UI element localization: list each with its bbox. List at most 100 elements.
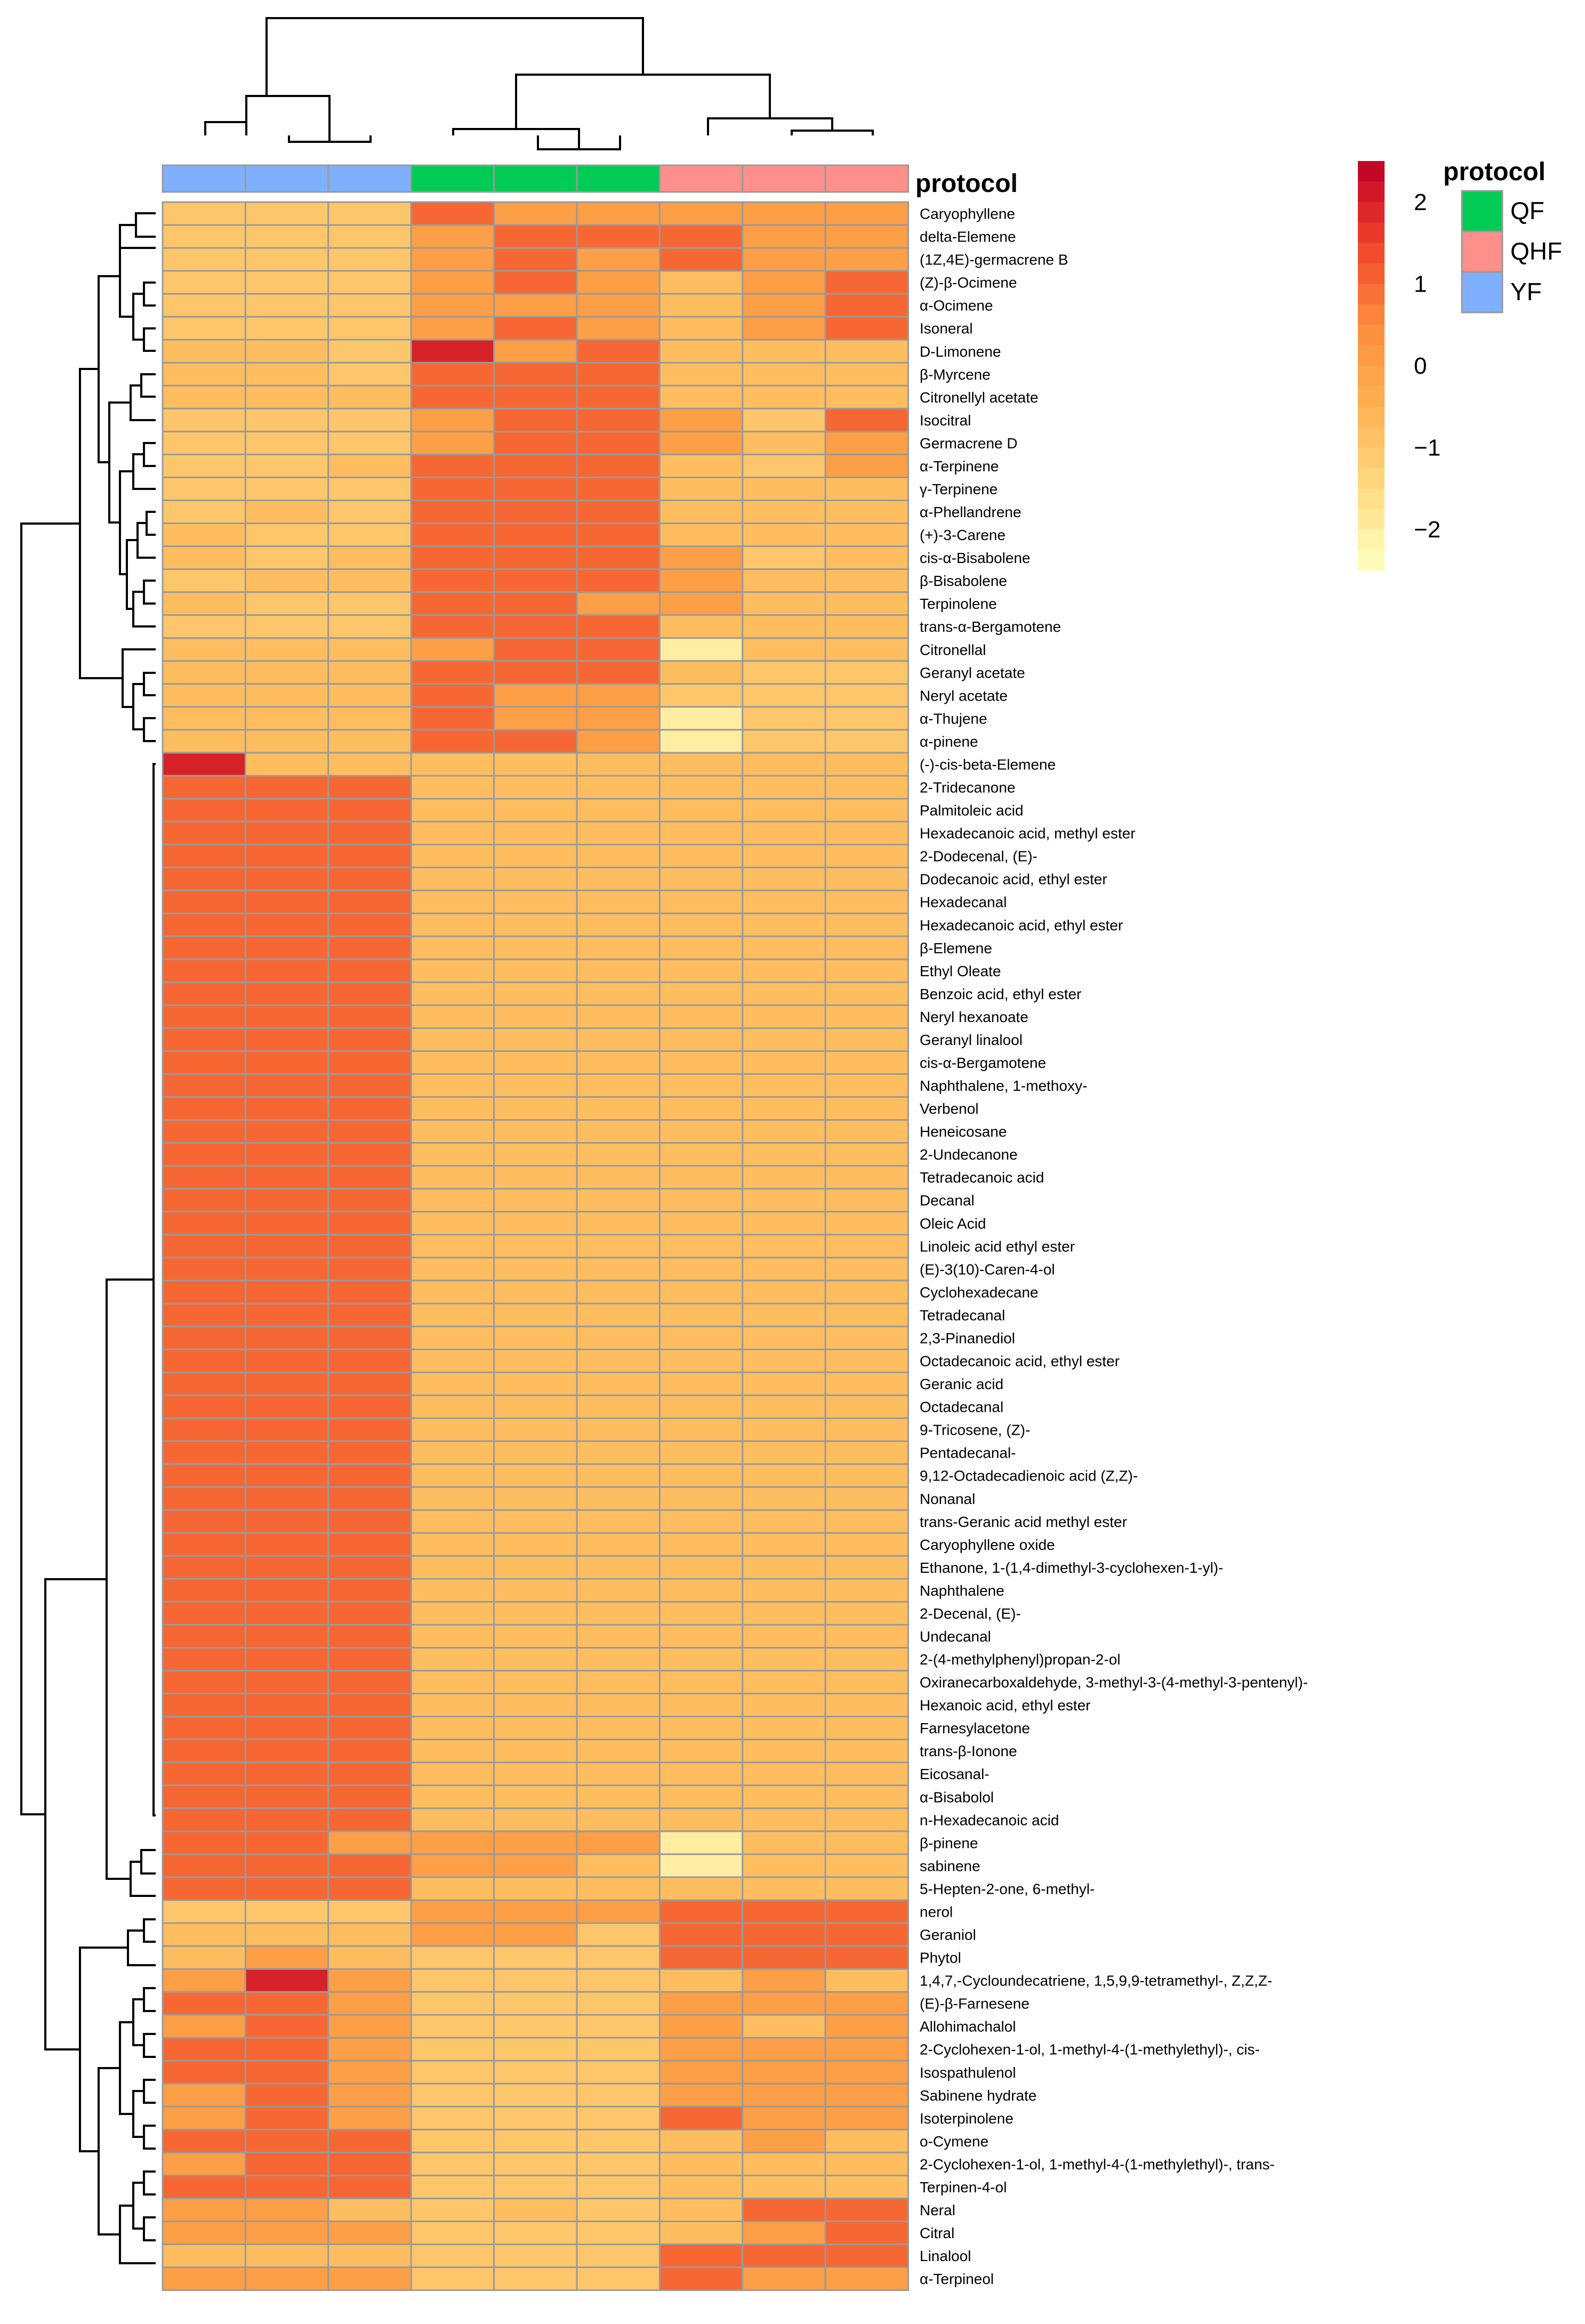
heatmap-cell: [410, 1647, 495, 1672]
heatmap-cell: [824, 522, 910, 548]
heatmap-cell: [493, 935, 578, 960]
row-label: Sabinene hydrate: [920, 2087, 1037, 2104]
heatmap-cell: [493, 361, 578, 387]
heatmap-cell: [162, 339, 246, 364]
annotation-cell-qf: [493, 164, 578, 193]
heatmap-cell: [824, 1623, 910, 1649]
heatmap-cell: [244, 1647, 329, 1672]
heatmap-cell: [327, 1945, 412, 1970]
heatmap-cell: [493, 1623, 578, 1649]
heatmap-cell: [742, 339, 826, 364]
row-label: Neryl acetate: [920, 687, 1008, 704]
heatmap-cell: [327, 798, 412, 823]
heatmap-cell: [410, 270, 495, 295]
heatmap-cell: [824, 1325, 910, 1350]
heatmap-cell: [327, 2151, 412, 2176]
heatmap-cell: [162, 1762, 246, 1787]
heatmap-cell: [244, 384, 329, 409]
color-scale-segment: [1358, 406, 1385, 428]
heatmap-cell: [658, 293, 744, 318]
heatmap-cell: [658, 1050, 744, 1075]
heatmap-cell: [576, 1142, 661, 1167]
heatmap-cell: [410, 798, 495, 823]
heatmap-cell: [576, 201, 661, 226]
heatmap-cell: [244, 752, 329, 777]
heatmap-cell: [244, 2151, 329, 2176]
heatmap-cell: [824, 1899, 910, 1924]
heatmap-cell: [824, 843, 910, 869]
row-label: o-Cymene: [920, 2133, 988, 2150]
heatmap-cell: [410, 247, 495, 272]
heatmap-cell: [244, 1830, 329, 1855]
row-label: Isoneral: [920, 320, 973, 337]
color-scale-segment: [1358, 243, 1385, 264]
heatmap-cell: [824, 500, 910, 525]
heatmap-cell: [576, 1509, 661, 1534]
heatmap-cell: [576, 2060, 661, 2085]
heatmap-cell: [658, 1623, 744, 1649]
heatmap-cell: [244, 1578, 329, 1603]
heatmap-cell: [244, 1532, 329, 1557]
heatmap-cell: [327, 1302, 412, 1328]
heatmap-cell: [493, 1899, 578, 1924]
heatmap-cell: [327, 660, 412, 685]
heatmap-cell: [576, 729, 661, 754]
heatmap-cell: [576, 224, 661, 249]
heatmap-cell: [742, 293, 826, 318]
heatmap-cell: [658, 1096, 744, 1121]
heatmap-cell: [244, 2197, 329, 2223]
heatmap-cell: [824, 1257, 910, 1282]
heatmap-cell: [824, 430, 910, 455]
heatmap-cell: [742, 1670, 826, 1695]
annotation-cell-qhf: [824, 164, 910, 193]
heatmap-cell: [658, 843, 744, 869]
heatmap-cell: [576, 2221, 661, 2246]
heatmap-cell: [162, 1348, 246, 1373]
row-label: Naphthalene: [920, 1582, 1004, 1599]
heatmap-cell: [410, 591, 495, 616]
heatmap-cell: [493, 1739, 578, 1764]
color-scale-segment: [1358, 366, 1385, 387]
heatmap-cell: [824, 614, 910, 639]
heatmap-cell: [576, 1440, 661, 1465]
heatmap-cell: [576, 683, 661, 708]
row-label: Octadecanal: [920, 1399, 1003, 1416]
row-label: Geranic acid: [920, 1376, 1003, 1393]
heatmap-cell: [742, 1096, 826, 1121]
heatmap-cell: [658, 522, 744, 548]
heatmap-cell: [327, 1394, 412, 1419]
heatmap-cell: [410, 729, 495, 754]
heatmap-cell: [742, 683, 826, 708]
heatmap-cell: [824, 2128, 910, 2153]
heatmap-cell: [162, 430, 246, 455]
heatmap-cell: [327, 1784, 412, 1810]
heatmap-cell: [410, 1325, 495, 1350]
heatmap-cell: [410, 1142, 495, 1167]
heatmap-cell: [658, 1165, 744, 1190]
heatmap-cell: [410, 407, 495, 432]
heatmap-cell: [576, 2266, 661, 2291]
heatmap-cell: [742, 1325, 826, 1350]
heatmap-cell: [493, 2082, 578, 2108]
heatmap-cell: [576, 339, 661, 364]
heatmap-cell: [742, 522, 826, 548]
heatmap-cell: [576, 545, 661, 570]
heatmap-cell: [327, 201, 412, 226]
heatmap-cell: [410, 1004, 495, 1029]
heatmap-cell: [742, 1188, 826, 1213]
row-label: α-Terpinene: [920, 458, 999, 475]
row-label: Allohimachalol: [920, 2019, 1016, 2035]
row-label: β-Myrcene: [920, 366, 991, 383]
heatmap-cell: [162, 958, 246, 983]
heatmap-cell: [493, 1394, 578, 1419]
protocol-legend-items: QF QHF YF: [1461, 190, 1562, 313]
heatmap-cell: [493, 591, 578, 616]
heatmap-cell: [244, 1968, 329, 1993]
heatmap-cell: [658, 1486, 744, 1511]
row-label: Tetradecanoic acid: [920, 1169, 1044, 1186]
heatmap-cell: [493, 1371, 578, 1396]
heatmap-cell: [410, 889, 495, 914]
heatmap-cell: [410, 2197, 495, 2223]
heatmap-cell: [742, 224, 826, 249]
protocol-legend-title: protocol: [1443, 158, 1546, 186]
